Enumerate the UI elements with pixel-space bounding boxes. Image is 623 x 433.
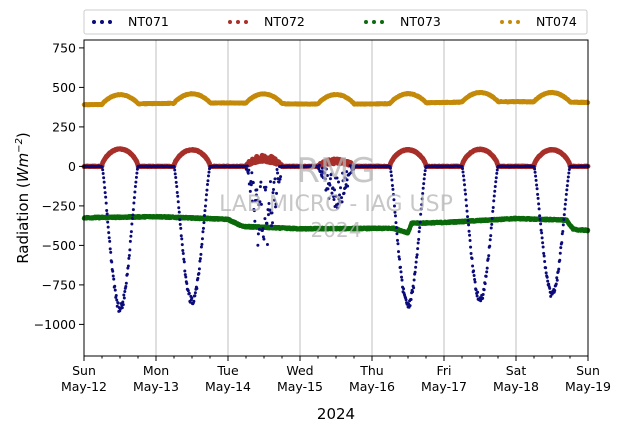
data-layer [81, 89, 591, 313]
series-NT074 [81, 89, 591, 108]
grid-lines [155, 40, 517, 356]
